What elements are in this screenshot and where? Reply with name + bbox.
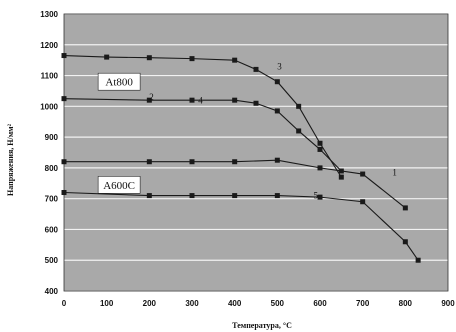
data-point bbox=[61, 53, 67, 59]
data-point bbox=[189, 193, 195, 199]
y-tick-label: 600 bbox=[45, 225, 59, 234]
data-point bbox=[338, 174, 344, 180]
x-tick-label: 900 bbox=[441, 299, 455, 308]
y-tick-label: 400 bbox=[45, 287, 59, 296]
grid-layer bbox=[63, 13, 449, 292]
plot-frame bbox=[63, 13, 449, 292]
data-point bbox=[146, 55, 152, 61]
data-point bbox=[274, 193, 280, 199]
plot-area bbox=[64, 14, 448, 291]
curve-number: 2 bbox=[149, 92, 154, 102]
y-tick-label: 900 bbox=[45, 133, 59, 142]
data-point bbox=[317, 165, 323, 171]
y-tick-label: 700 bbox=[45, 195, 59, 204]
data-point bbox=[360, 171, 366, 177]
data-point bbox=[274, 79, 280, 85]
data-point bbox=[189, 97, 195, 103]
data-point bbox=[296, 128, 302, 134]
data-point bbox=[296, 103, 302, 109]
y-tick-label: 800 bbox=[45, 164, 59, 173]
series-label: A600C bbox=[103, 180, 135, 192]
data-point bbox=[232, 193, 238, 199]
y-tick-label: 1200 bbox=[40, 41, 58, 50]
data-point bbox=[146, 159, 152, 165]
data-point bbox=[61, 96, 67, 102]
x-tick-label: 600 bbox=[313, 299, 327, 308]
series-label: At800 bbox=[105, 77, 133, 89]
x-tick-label: 700 bbox=[356, 299, 370, 308]
series-line bbox=[64, 159, 406, 209]
data-point bbox=[317, 140, 323, 146]
y-axis-title: Напряжения, Н/мм² bbox=[6, 123, 15, 196]
data-point bbox=[232, 159, 238, 165]
curve-number: 1 bbox=[392, 168, 397, 178]
data-point bbox=[317, 194, 323, 200]
data-point bbox=[402, 239, 408, 245]
data-point bbox=[402, 205, 408, 211]
x-tick-label: 0 bbox=[62, 299, 67, 308]
data-point bbox=[61, 159, 67, 165]
data-point bbox=[104, 54, 110, 60]
series-label-box bbox=[97, 72, 141, 91]
curve-number: 3 bbox=[277, 61, 282, 71]
y-tick-label: 1000 bbox=[40, 102, 58, 111]
data-point bbox=[189, 159, 195, 165]
series-label-box bbox=[97, 176, 141, 194]
data-point bbox=[415, 257, 421, 263]
series-line bbox=[63, 55, 342, 178]
data-point bbox=[189, 56, 195, 62]
x-tick-label: 100 bbox=[100, 299, 114, 308]
data-point bbox=[317, 146, 323, 152]
x-tick-label: 200 bbox=[143, 299, 157, 308]
x-tick-label: 300 bbox=[185, 299, 199, 308]
data-point bbox=[146, 193, 152, 199]
data-point bbox=[253, 100, 259, 106]
y-tick-label: 500 bbox=[45, 256, 59, 265]
y-tick-label: 1100 bbox=[41, 72, 59, 81]
x-tick-label: 400 bbox=[228, 299, 242, 308]
curve-number: 5 bbox=[313, 191, 318, 201]
data-point bbox=[232, 97, 238, 103]
series-layer bbox=[61, 53, 421, 263]
data-point bbox=[146, 97, 152, 103]
y-tick-label: 1300 bbox=[40, 10, 58, 19]
x-axis-title: Температура, °C bbox=[232, 321, 292, 330]
x-tick-label: 800 bbox=[399, 299, 413, 308]
label-layer: At800 A600C 1 2 3 4 5 bbox=[97, 61, 397, 201]
data-point bbox=[274, 108, 280, 114]
data-point bbox=[274, 157, 280, 163]
x-tick-label: 500 bbox=[271, 299, 285, 308]
data-point bbox=[360, 199, 366, 205]
curve-number: 4 bbox=[198, 95, 203, 105]
data-point bbox=[61, 190, 67, 196]
data-point bbox=[253, 66, 259, 72]
data-point bbox=[232, 57, 238, 63]
